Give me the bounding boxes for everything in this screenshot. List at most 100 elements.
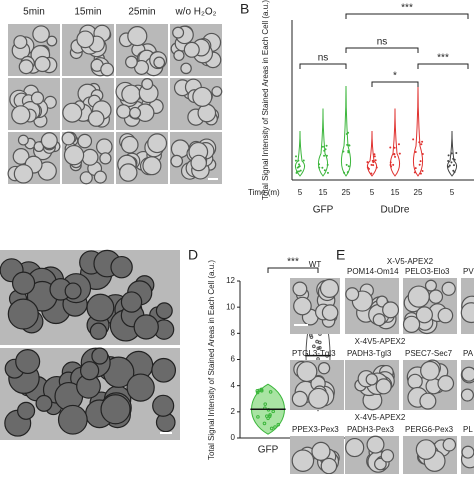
cell xyxy=(61,131,76,146)
cell xyxy=(320,457,338,475)
cell xyxy=(155,302,173,320)
cell xyxy=(87,110,105,127)
cell xyxy=(127,26,148,47)
dot xyxy=(345,163,348,166)
strain-label: POM14-Om14 xyxy=(347,267,399,276)
cell xyxy=(442,437,457,452)
dot xyxy=(263,402,268,406)
cell xyxy=(180,62,192,75)
dot xyxy=(447,165,450,168)
cell xyxy=(365,373,378,386)
cell xyxy=(77,133,93,149)
dot xyxy=(450,161,453,164)
significance: ns xyxy=(318,53,329,64)
cell xyxy=(81,148,99,166)
strain-label: PERG6-Pex3 xyxy=(405,425,454,434)
significance: * xyxy=(393,71,397,82)
strain-label: PL xyxy=(463,425,473,434)
dot xyxy=(371,159,374,162)
dot xyxy=(297,159,300,162)
group-label: DuDre xyxy=(381,205,410,216)
cell xyxy=(441,281,456,296)
column-label: WT xyxy=(309,260,322,269)
cell xyxy=(424,279,437,292)
cell xyxy=(35,394,53,412)
cell xyxy=(345,287,360,302)
dot xyxy=(262,421,267,426)
dot xyxy=(296,166,299,169)
violin xyxy=(389,108,401,177)
dot xyxy=(318,166,321,169)
dot xyxy=(421,140,424,143)
cell xyxy=(133,314,159,340)
dot xyxy=(256,415,260,419)
dot xyxy=(419,160,422,163)
dot xyxy=(397,143,400,146)
cell xyxy=(293,296,312,316)
dot xyxy=(347,131,350,134)
cell xyxy=(415,306,433,324)
dot xyxy=(295,171,298,174)
dot xyxy=(448,164,451,167)
cell xyxy=(307,387,330,409)
cell xyxy=(121,84,141,104)
x-tick-label: 5 xyxy=(370,188,375,197)
cell xyxy=(76,30,95,49)
panel-label: D xyxy=(188,247,198,263)
cell xyxy=(40,132,58,150)
cell xyxy=(428,289,444,304)
x-tick-label: 15 xyxy=(391,188,400,197)
dot xyxy=(271,409,276,414)
x-tick-label: 25 xyxy=(414,188,423,197)
cell xyxy=(79,171,93,185)
significance: ns xyxy=(377,37,388,48)
cell xyxy=(46,35,58,47)
y-tick-label: 0 xyxy=(231,433,236,442)
dot xyxy=(255,389,260,393)
dot xyxy=(342,150,345,153)
y-axis-label: Total Signal Intensity of Stained Areas … xyxy=(261,0,270,200)
dot xyxy=(346,171,349,174)
cell xyxy=(100,62,115,77)
column-label: w/o H₂O₂ xyxy=(174,7,216,18)
dot xyxy=(312,344,316,349)
cell xyxy=(15,348,41,375)
dot xyxy=(326,163,329,166)
dot xyxy=(325,144,328,147)
dot xyxy=(455,152,458,155)
dot xyxy=(418,141,421,144)
dot xyxy=(389,146,392,149)
cell xyxy=(110,255,133,279)
dot xyxy=(298,163,301,166)
x-axis-label: Time (m) xyxy=(248,188,280,197)
cell xyxy=(99,152,112,165)
panel-label: B xyxy=(240,1,249,17)
y-tick-label: 10 xyxy=(226,302,235,311)
cell xyxy=(372,313,386,327)
cell xyxy=(93,170,107,184)
row-title: X-4V5-APEX2 xyxy=(355,337,406,346)
violin xyxy=(412,85,424,177)
dot xyxy=(373,155,376,158)
dot xyxy=(414,167,417,170)
cell xyxy=(62,102,83,123)
bracket xyxy=(371,81,419,87)
dot xyxy=(265,414,269,418)
cell xyxy=(291,390,309,408)
dot xyxy=(347,151,350,154)
dot xyxy=(453,158,456,161)
cell xyxy=(375,378,392,395)
dot xyxy=(299,169,302,172)
column-label: 5min xyxy=(23,7,45,18)
cell xyxy=(7,298,39,330)
dot xyxy=(366,161,369,164)
dot xyxy=(318,340,322,345)
cell xyxy=(91,347,109,365)
dot xyxy=(343,171,346,174)
x-tick-label: 5 xyxy=(450,188,455,197)
cell xyxy=(120,135,139,154)
dot xyxy=(374,159,377,162)
dot xyxy=(392,163,395,166)
cell xyxy=(80,361,100,381)
